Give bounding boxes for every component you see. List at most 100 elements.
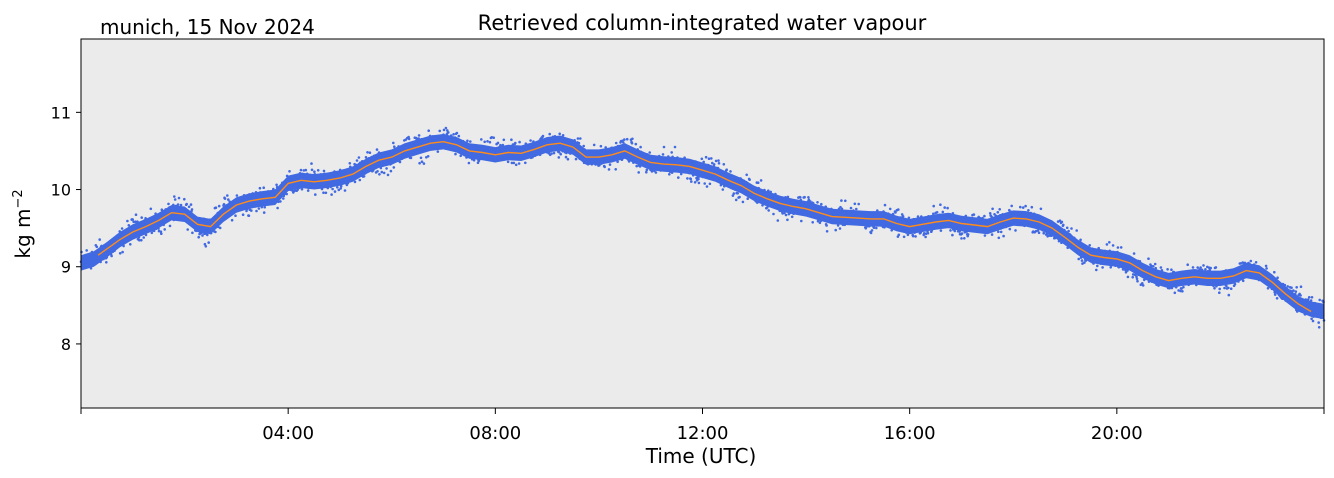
scatter-point (1286, 285, 1289, 288)
scatter-point (870, 229, 874, 232)
scatter-point (1079, 238, 1082, 242)
scatter-point (1191, 266, 1195, 269)
scatter-point (1199, 266, 1202, 269)
scatter-point (1181, 290, 1184, 293)
scatter-point (105, 261, 108, 264)
scatter-point (599, 144, 603, 148)
x-axis-label: Time (UTC) (645, 444, 757, 468)
scatter-point (160, 208, 164, 211)
scatter-point (126, 219, 129, 223)
scatter-point (1159, 266, 1163, 269)
scatter-point (875, 226, 878, 230)
scatter-point (324, 191, 328, 195)
scatter-point (1180, 287, 1183, 290)
scatter-point (786, 218, 789, 222)
smoothed-line (97, 140, 1312, 313)
scatter-point (840, 199, 843, 202)
scatter-point (1141, 282, 1144, 285)
scatter-point (654, 171, 658, 174)
scatter-point (1027, 209, 1030, 212)
scatter-point (849, 206, 853, 210)
scatter-point (140, 216, 143, 219)
scatter-point (322, 191, 325, 194)
scatter-point (447, 131, 450, 134)
scatter-point (645, 168, 649, 172)
scatter-point (1254, 261, 1258, 264)
scatter-point (704, 155, 708, 159)
chart-title: Retrieved column-integrated water vapour (478, 11, 927, 35)
scatter-point (997, 230, 1000, 233)
scatter-point (756, 181, 760, 184)
scatter-point (999, 230, 1003, 234)
scatter-point (869, 231, 873, 235)
scatter-point (731, 194, 735, 197)
scatter-point (766, 206, 769, 209)
scatter-point (275, 183, 278, 187)
scatter-point (120, 227, 124, 230)
scatter-point (357, 156, 361, 159)
scatter-point (767, 209, 770, 212)
scatter-point (1241, 279, 1245, 283)
scatter-point (972, 213, 976, 216)
scatter-point (890, 229, 893, 232)
scatter-point (960, 232, 964, 235)
scatter-point (1070, 227, 1073, 230)
scatter-point (953, 229, 957, 233)
scatter-point (809, 200, 812, 203)
scatter-point (607, 168, 611, 171)
scatter-point (1218, 287, 1221, 291)
scatter-point (1067, 229, 1070, 233)
scatter-point (790, 215, 794, 219)
scatter-point (518, 140, 521, 144)
scatter-point (488, 140, 492, 144)
scatter-point (935, 211, 939, 214)
scatter-point (1141, 284, 1145, 287)
scatter-point (1227, 286, 1230, 290)
scatter-point (190, 208, 194, 211)
scatter-point (85, 249, 88, 252)
scatter-point (454, 152, 457, 156)
scatter-point (336, 186, 339, 189)
scatter-point (333, 190, 337, 193)
scatter-point (707, 157, 711, 160)
scatter-point (241, 213, 245, 216)
scatter-point (1039, 207, 1043, 211)
scatter-point (368, 151, 372, 154)
scatter-point (710, 157, 713, 160)
scatter-point (559, 152, 562, 156)
scatter-point (214, 230, 217, 234)
scatter-point (218, 226, 222, 230)
scatter-point (1147, 257, 1150, 261)
scatter-point (366, 151, 369, 154)
scatter-point (1014, 229, 1017, 232)
scatter-point (310, 168, 314, 172)
scatter-point (1290, 286, 1293, 290)
scatter-point (990, 233, 994, 236)
scatter-point (436, 150, 440, 153)
scatter-point (1273, 293, 1277, 296)
scatter-point (222, 203, 226, 206)
scatter-point (679, 172, 683, 176)
scatter-point (907, 216, 911, 220)
scatter-point (689, 177, 693, 181)
scatter-point (337, 188, 341, 192)
scatter-point (608, 163, 612, 166)
scatter-point (1266, 287, 1270, 290)
scatter-point (943, 206, 946, 209)
scatter-point (263, 205, 267, 209)
scatter-point (1310, 317, 1313, 321)
scatter-point (997, 236, 1001, 240)
scatter-point (1265, 267, 1268, 270)
scatter-point (1096, 264, 1099, 268)
scatter-point (129, 243, 132, 246)
scatter-point (772, 212, 775, 216)
scatter-point (614, 168, 617, 171)
scatter-point (557, 156, 561, 159)
scatter-point (711, 161, 714, 165)
scatter-point (492, 136, 496, 139)
scatter-point (614, 141, 618, 145)
scatter-point (191, 231, 194, 235)
scatter-point (262, 211, 266, 214)
scatter-point (998, 208, 1001, 211)
